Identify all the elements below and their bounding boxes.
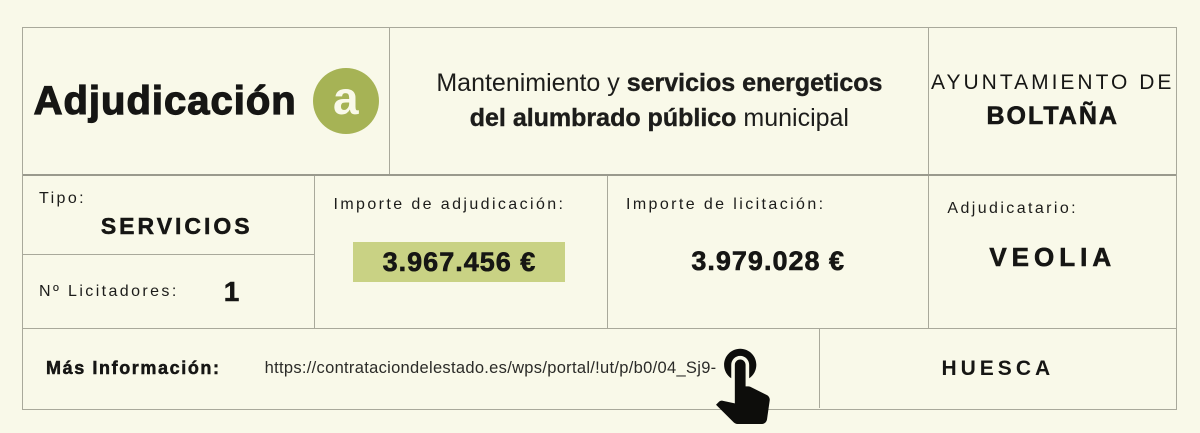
adjudicatario-value: VEOLIA [989,242,1117,273]
importe-licitacion-value: 3.979.028 € [691,246,846,277]
licitadores-value: 1 [223,275,240,307]
award-card: Adjudicación a Mantenimiento y servicios… [22,27,1177,424]
adjudicatario-cell: Adjudicatario: VEOLIA [929,176,1176,328]
province-value: HUESCA [941,356,1055,380]
more-info-label: Más Información: [46,358,221,379]
tipo-cell: Tipo: SERVICIOS [23,176,315,255]
title-segment: del alumbrado público [469,104,737,132]
tipo-label: Tipo: [39,190,86,207]
award-type-cell: Adjudicación a [23,28,391,174]
importe-licitacion-label: Importe de licitación: [625,196,826,213]
licitadores-label: Nº Licitadores: [39,282,179,300]
entity-name-line1: AYUNTAMIENTO DE [931,71,1175,94]
importe-adjudicacion-value: 3.967.456 € [382,246,537,277]
contract-title-line1: Mantenimiento y servicios energeticos [436,66,882,101]
type-and-bidders-column: Tipo: SERVICIOS Nº Licitadores: 1 [23,176,316,328]
contract-title-cell: Mantenimiento y servicios energeticos de… [390,28,930,174]
province-cell: HUESCA [820,329,1176,408]
header-row: Adjudicación a Mantenimiento y servicios… [23,28,1176,176]
importe-adjudicacion-label: Importe de adjudicación: [333,196,566,213]
details-row: Tipo: SERVICIOS Nº Licitadores: 1 Import… [23,176,1176,329]
contract-title: Mantenimiento y servicios energeticos de… [436,66,882,136]
entity-cell: AYUNTAMIENTO DE BOLTAÑA [929,28,1176,174]
title-segment: municipal [736,104,849,132]
contract-title-line2: del alumbrado público municipal [436,101,882,136]
award-type-label: Adjudicación [33,78,297,123]
footer-row: Más Información: https://contrataciondel… [23,329,1176,424]
award-letter-icon: a [312,68,379,134]
title-segment: servicios energeticos [626,69,883,97]
award-letter: a [332,72,359,124]
touch-app-icon[interactable] [699,338,785,424]
more-info-cell: Más Información: https://contrataciondel… [23,329,820,424]
adjudicatario-label: Adjudicatario: [947,200,1078,217]
title-segment: Mantenimiento y [436,69,627,97]
importe-licitacion-cell: Importe de licitación: 3.979.028 € [608,176,930,328]
licitadores-cell: Nº Licitadores: 1 [23,255,314,328]
importe-adjudicacion-cell: Importe de adjudicación: 3.967.456 € [315,176,608,328]
procurement-url-link[interactable]: https://contrataciondelestado.es/wps/por… [264,359,717,377]
entity-name-line2: BOLTAÑA [986,102,1119,131]
tipo-value: SERVICIOS [100,213,253,240]
award-amount-highlight: 3.967.456 € [353,242,566,282]
